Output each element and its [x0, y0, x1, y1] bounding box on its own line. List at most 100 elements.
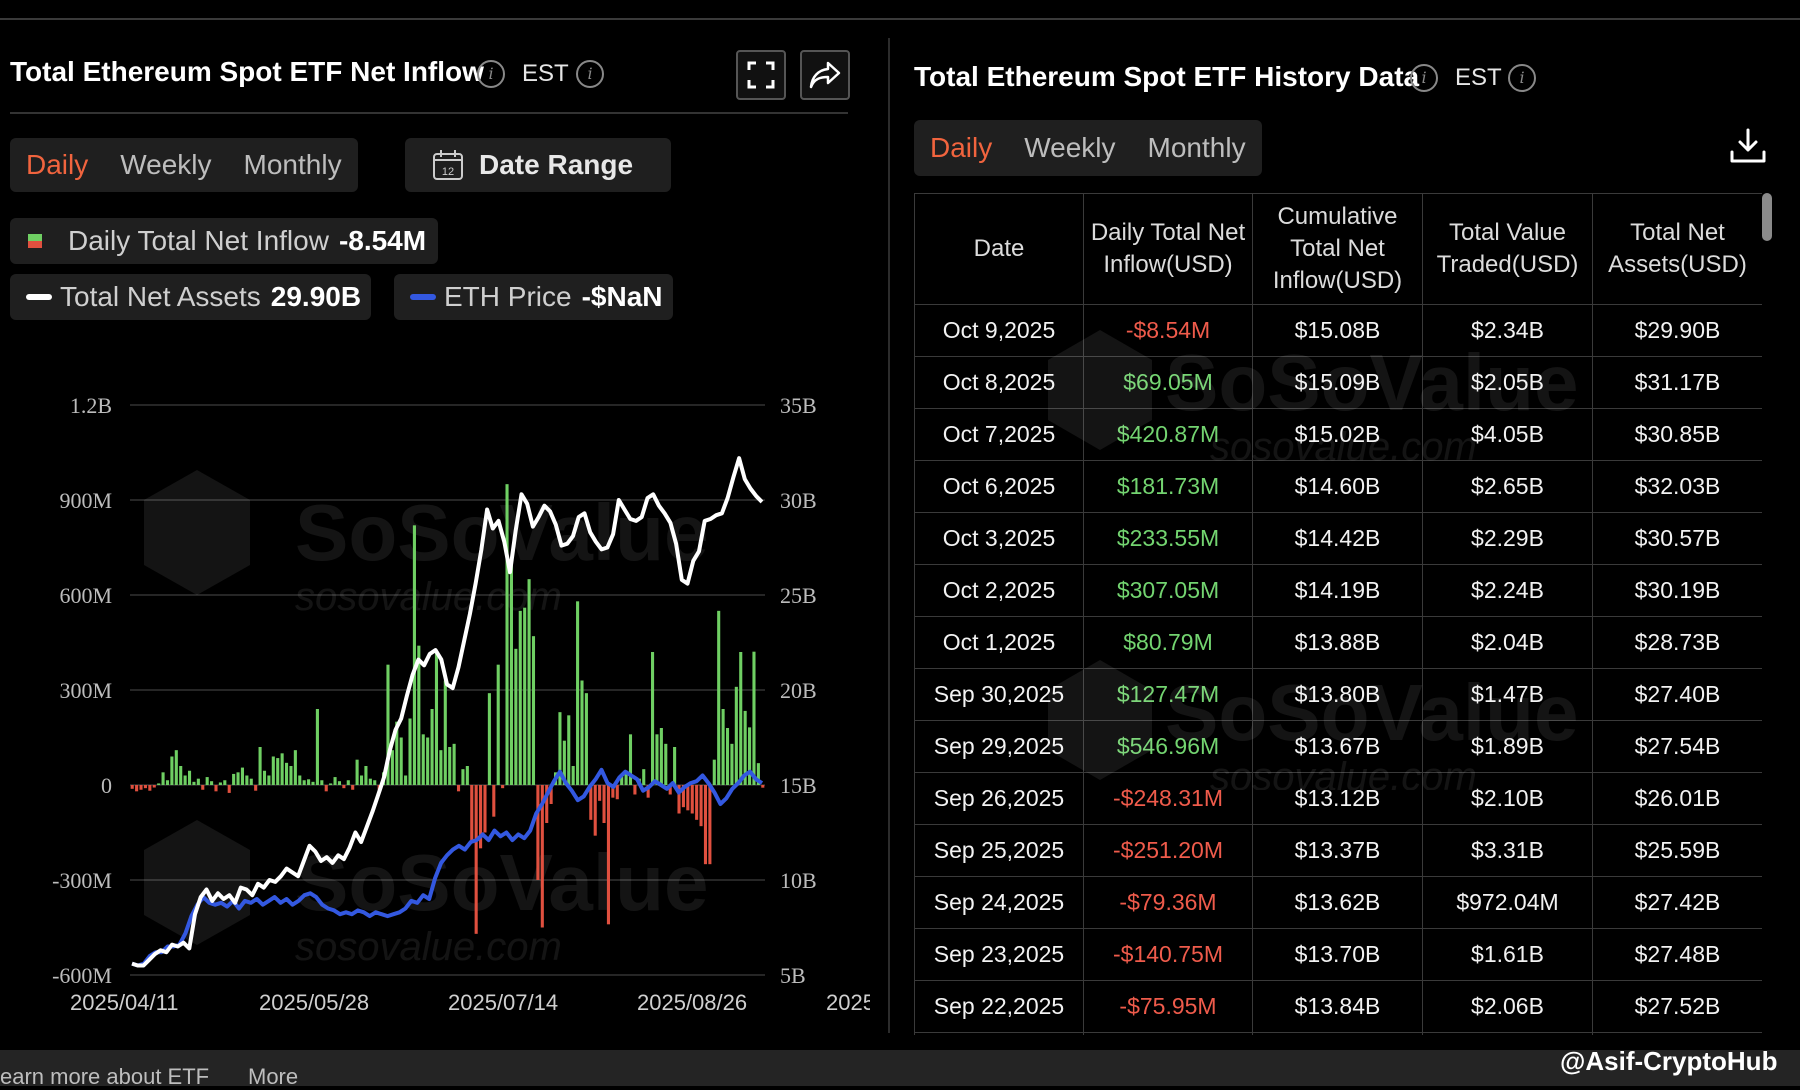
inflow-bar[interactable] — [628, 734, 633, 785]
inflow-bar[interactable] — [611, 785, 615, 798]
tab-weekly[interactable]: Weekly — [120, 149, 212, 180]
total-net-assets-line[interactable] — [131, 456, 764, 968]
inflow-bar[interactable] — [404, 775, 408, 786]
inflow-bar[interactable] — [276, 758, 280, 785]
eth-price-line[interactable] — [131, 767, 764, 968]
inflow-bar[interactable] — [218, 782, 222, 785]
inflow-bar[interactable] — [756, 763, 760, 785]
inflow-bar[interactable] — [130, 785, 134, 789]
inflow-bar[interactable] — [174, 750, 178, 785]
inflow-bar[interactable] — [373, 780, 377, 785]
inflow-bar[interactable] — [254, 785, 258, 791]
inflow-bar[interactable] — [426, 737, 430, 786]
inflow-bar[interactable] — [465, 766, 469, 785]
tab-daily[interactable]: Daily — [26, 149, 89, 180]
inflow-bar[interactable] — [483, 785, 487, 833]
inflow-bar[interactable] — [536, 785, 540, 880]
inflow-bar[interactable] — [730, 743, 734, 785]
inflow-bar[interactable] — [681, 785, 685, 808]
inflow-bar[interactable] — [448, 747, 452, 785]
inflow-bar[interactable] — [558, 712, 562, 785]
col-date[interactable]: Date — [914, 193, 1084, 305]
inflow-bar[interactable] — [474, 785, 478, 934]
timezone-info-icon[interactable]: i — [576, 60, 604, 88]
history-table[interactable]: Date Daily Total Net Inflow(USD) Cumulat… — [914, 193, 1762, 1035]
col-value-traded[interactable]: Total Value Traded(USD) — [1422, 193, 1593, 305]
inflow-bar[interactable] — [285, 762, 289, 785]
history-tab-daily[interactable]: Daily — [930, 132, 993, 163]
inflow-bar[interactable] — [748, 727, 752, 785]
inflow-bar[interactable] — [487, 693, 491, 785]
inflow-bar[interactable] — [196, 778, 200, 785]
table-row[interactable]: Oct 3,2025 $233.55M $14.42B $2.29B $30.57B — [914, 512, 1762, 565]
col-cumulative-inflow[interactable]: Cumulative Total Net Inflow(USD) — [1252, 193, 1423, 305]
inflow-bar[interactable] — [598, 785, 602, 801]
inflow-bar[interactable] — [187, 770, 192, 785]
inflow-bar[interactable] — [395, 721, 399, 785]
inflow-bar[interactable] — [725, 728, 730, 785]
inflow-bar[interactable] — [315, 709, 319, 785]
inflow-bar[interactable] — [262, 770, 267, 785]
inflow-bar[interactable] — [139, 785, 143, 790]
inflow-bar[interactable] — [690, 785, 694, 814]
history-timezone-info-icon[interactable]: i — [1508, 64, 1536, 92]
fullscreen-button[interactable] — [736, 50, 786, 100]
inflow-bar[interactable] — [359, 775, 364, 786]
inflow-bar[interactable] — [170, 756, 174, 786]
inflow-bar[interactable] — [461, 769, 465, 785]
share-button[interactable] — [800, 50, 850, 100]
inflow-bar[interactable] — [562, 740, 566, 785]
inflow-bar[interactable] — [152, 785, 156, 788]
learn-more-link[interactable]: earn more about ETF — [0, 1064, 210, 1089]
inflow-bar[interactable] — [157, 783, 161, 785]
legend-total-assets[interactable]: Total Net Assets 29.90B — [10, 274, 372, 320]
inflow-bar[interactable] — [492, 785, 496, 817]
inflow-bar[interactable] — [249, 778, 253, 785]
inflow-bar[interactable] — [417, 645, 421, 785]
inflow-bar[interactable] — [355, 759, 359, 785]
inflow-bar[interactable] — [293, 750, 297, 785]
inflow-bar[interactable] — [761, 785, 765, 788]
table-row[interactable]: Oct 6,2025 $181.73M $14.60B $2.65B $32.03B — [914, 460, 1762, 513]
inflow-bar[interactable] — [717, 610, 721, 785]
inflow-bar[interactable] — [421, 734, 425, 785]
inflow-bar[interactable] — [214, 785, 218, 792]
inflow-bar[interactable] — [258, 747, 262, 785]
inflow-bar[interactable] — [386, 664, 390, 785]
inflow-bar[interactable] — [183, 775, 187, 786]
inflow-bar[interactable] — [333, 777, 337, 785]
inflow-bar[interactable] — [734, 686, 738, 785]
inflow-bar[interactable] — [399, 737, 403, 786]
inflow-bar[interactable] — [302, 780, 306, 785]
table-row[interactable]: Oct 1,2025 $80.79M $13.88B $2.04B $28.73B — [914, 616, 1762, 669]
inflow-bar[interactable] — [240, 767, 244, 785]
inflow-bar[interactable] — [165, 780, 170, 785]
table-row[interactable]: Sep 22,2025 -$75.95M $13.84B $2.06B $27.52B — [914, 980, 1762, 1033]
col-net-assets[interactable]: Total Net Assets(USD) — [1592, 193, 1762, 305]
inflow-bar[interactable] — [430, 709, 434, 785]
inflow-bar[interactable] — [576, 601, 580, 785]
inflow-bar[interactable] — [364, 766, 368, 785]
inflow-bar[interactable] — [298, 775, 302, 786]
inflow-bar[interactable] — [324, 785, 328, 792]
inflow-bar[interactable] — [549, 785, 553, 804]
table-row[interactable]: Sep 19,2025$47.75M$13.92B$1.68B$29.64B — [914, 1032, 1762, 1035]
inflow-bar[interactable] — [606, 785, 610, 925]
table-row[interactable]: Sep 23,2025 -$140.75M $13.70B $1.61B $27.48B — [914, 928, 1762, 981]
inflow-bar[interactable] — [664, 743, 668, 785]
inflow-bar[interactable] — [703, 785, 708, 865]
inflow-bar[interactable] — [523, 607, 527, 785]
legend-daily-inflow[interactable]: Daily Total Net Inflow -8.54M — [10, 218, 439, 264]
inflow-bar[interactable] — [677, 785, 681, 814]
inflow-bar[interactable] — [721, 709, 725, 785]
inflow-bar[interactable] — [593, 785, 597, 836]
inflow-bar[interactable] — [223, 780, 227, 785]
inflow-bar[interactable] — [342, 785, 346, 789]
inflow-bar[interactable] — [739, 652, 743, 785]
inflow-bar[interactable] — [236, 772, 240, 785]
inflow-bar[interactable] — [267, 775, 271, 786]
table-row[interactable]: Oct 8,2025 $69.05M $15.09B $2.05B $31.17B — [914, 356, 1762, 409]
inflow-bar[interactable] — [346, 780, 350, 785]
inflow-bar[interactable] — [452, 743, 456, 785]
inflow-bar[interactable] — [589, 785, 593, 820]
